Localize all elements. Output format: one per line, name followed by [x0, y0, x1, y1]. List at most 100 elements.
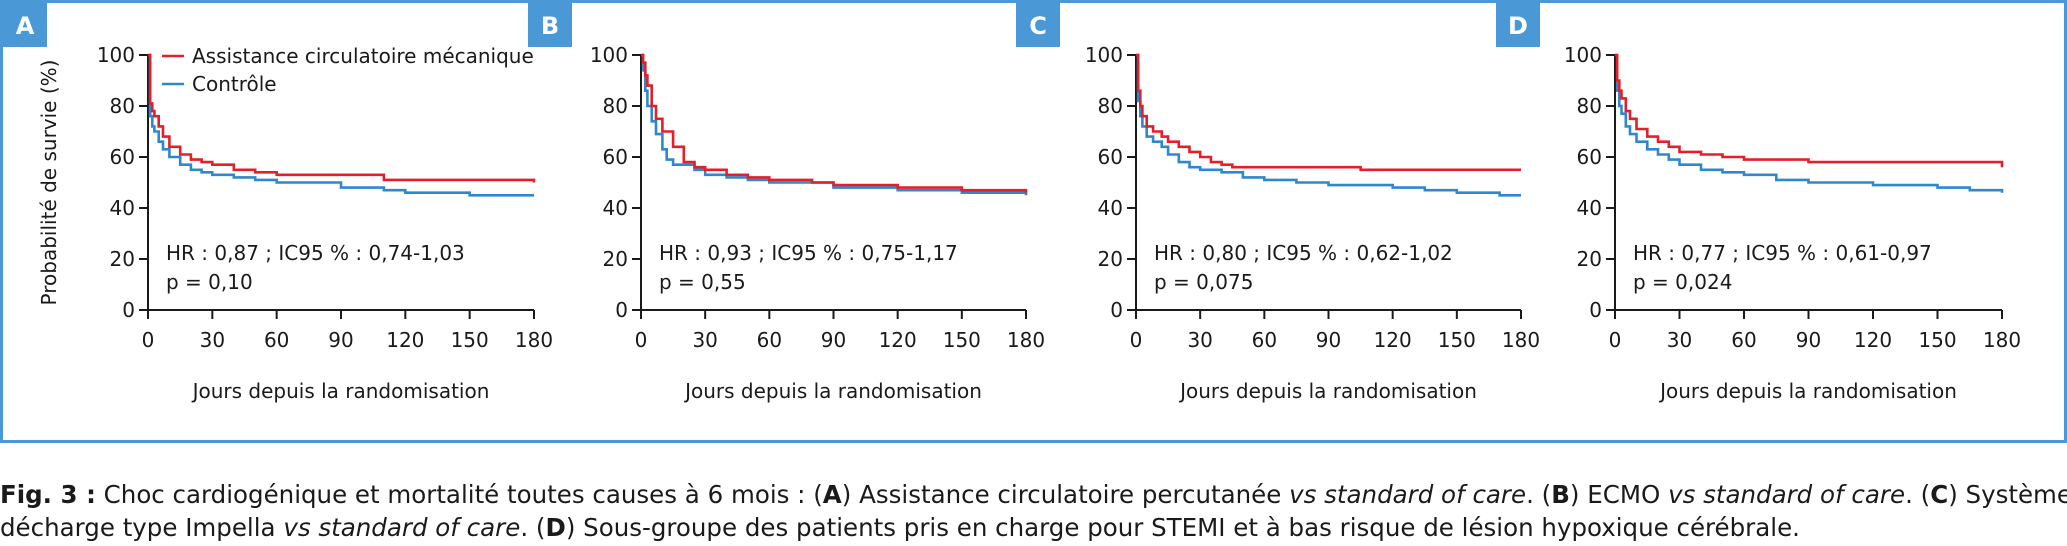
y-tick-label: 40 — [110, 196, 135, 220]
x-tick-label: 180 — [515, 328, 553, 352]
caption-text-segment: D — [545, 513, 566, 542]
panel-b: B 0 20 40 60 80 100 0 30 60 90 120 150 180 Jours depui… — [528, 3, 1045, 403]
y-tick-label: 0 — [1110, 298, 1123, 322]
y-tick-label: 100 — [1085, 43, 1123, 67]
series-line — [1615, 53, 2004, 168]
y-axis-title: Probabilité de survie (%) — [37, 60, 61, 306]
series-line — [1136, 53, 1521, 172]
caption-text-segment: ) Assistance circulatoire percutanée — [841, 480, 1290, 509]
x-tick-label: 60 — [1252, 328, 1277, 352]
series-line — [1615, 53, 2004, 193]
x-tick-label: 120 — [386, 328, 424, 352]
hr-annotation: HR : 0,77 ; IC95 % : 0,61-0,97 — [1633, 241, 1932, 265]
x-tick-label: 120 — [879, 328, 917, 352]
legend-label-control: Contrôle — [192, 72, 277, 96]
figure-frame — [0, 0, 2067, 443]
panel-letter: B — [541, 12, 559, 40]
figure-caption: Fig. 3 : Choc cardiogénique et mortalité… — [0, 478, 2067, 544]
caption-text-segment: vs standard of care — [1668, 480, 1906, 509]
x-tick-label: 90 — [1316, 328, 1341, 352]
caption-text-segment: Choc cardiogénique et mortalité toutes c… — [95, 480, 823, 509]
figure-panels: A 0 20 40 60 80 100 0 30 60 90 120 150 180 Jours depui… — [3, 3, 2021, 403]
y-tick-label: 60 — [603, 145, 628, 169]
y-tick-label: 80 — [603, 94, 628, 118]
panel-letter: D — [1508, 12, 1528, 40]
series-line — [148, 53, 534, 197]
caption-text-segment: vs standard of care — [283, 513, 521, 542]
y-tick-label: 100 — [97, 43, 135, 67]
y-tick-label: 80 — [1577, 94, 1602, 118]
x-tick-label: 150 — [1918, 328, 1956, 352]
x-axis-title: Jours depuis la randomisation — [683, 379, 982, 403]
caption-text-segment: ) Sous-groupe des patients pris en charg… — [565, 513, 1800, 542]
y-tick-label: 20 — [110, 247, 135, 271]
p-value-annotation: p = 0,10 — [166, 270, 253, 294]
caption-text-segment: . ( — [1526, 480, 1552, 509]
x-tick-label: 90 — [328, 328, 353, 352]
y-tick-label: 40 — [603, 196, 628, 220]
x-axis-title: Jours depuis la randomisation — [191, 379, 490, 403]
y-tick-label: 20 — [1098, 247, 1123, 271]
x-tick-label: 60 — [757, 328, 782, 352]
caption-text-segment: vs standard of care — [1289, 480, 1527, 509]
y-tick-label: 100 — [590, 43, 628, 67]
legend: Assistance circulatoire mécanique Contrôl… — [162, 44, 534, 96]
y-tick-label: 20 — [603, 247, 628, 271]
p-value-annotation: p = 0,55 — [659, 270, 746, 294]
x-axis-title: Jours depuis la randomisation — [1658, 379, 1957, 403]
y-tick-label: 20 — [1577, 247, 1602, 271]
x-tick-label: 180 — [1007, 328, 1045, 352]
panel-letter-badge — [3, 3, 47, 47]
caption-text-segment: . ( — [520, 513, 546, 542]
caption-line-2: décharge type Impella vs standard of car… — [0, 511, 2067, 544]
x-tick-label: 90 — [1796, 328, 1821, 352]
x-tick-label: 0 — [1130, 328, 1143, 352]
y-tick-label: 80 — [110, 94, 135, 118]
x-tick-label: 180 — [1983, 328, 2021, 352]
caption-fig-label: Fig. 3 : — [0, 480, 96, 509]
caption-text-segment: décharge type Impella — [0, 513, 284, 542]
series-line — [1136, 53, 1521, 197]
x-tick-label: 150 — [1438, 328, 1476, 352]
x-tick-label: 120 — [1374, 328, 1412, 352]
x-tick-label: 0 — [1609, 328, 1622, 352]
panel-c: C 0 20 40 60 80 100 0 30 60 90 120 150 180 Jours depui… — [1016, 3, 1540, 403]
y-tick-label: 80 — [1098, 94, 1123, 118]
panel-letter-badge — [1496, 3, 1540, 47]
x-tick-label: 180 — [1502, 328, 1540, 352]
y-tick-label: 0 — [122, 298, 135, 322]
x-axis-title: Jours depuis la randomisation — [1178, 379, 1477, 403]
y-tick-label: 100 — [1564, 43, 1602, 67]
x-tick-label: 60 — [264, 328, 289, 352]
legend-label-treatment: Assistance circulatoire mécanique — [192, 44, 534, 68]
x-tick-label: 60 — [1731, 328, 1756, 352]
p-value-annotation: p = 0,075 — [1154, 270, 1253, 294]
y-tick-label: 60 — [110, 145, 135, 169]
x-tick-label: 30 — [1667, 328, 1692, 352]
panel-letter-badge — [1016, 3, 1060, 47]
panel-letter: A — [16, 12, 35, 40]
panel-d: D 0 20 40 60 80 100 0 30 60 90 120 150 180 Jours depui… — [1496, 3, 2021, 403]
x-tick-label: 30 — [200, 328, 225, 352]
y-tick-label: 40 — [1098, 196, 1123, 220]
x-tick-label: 30 — [1187, 328, 1212, 352]
caption-text-segment: . ( — [1905, 480, 1931, 509]
caption-text-segment: A — [822, 480, 842, 509]
y-tick-label: 0 — [615, 298, 628, 322]
x-tick-label: 90 — [821, 328, 846, 352]
x-tick-label: 150 — [943, 328, 981, 352]
series-line — [641, 53, 1028, 193]
x-tick-label: 0 — [142, 328, 155, 352]
x-tick-label: 120 — [1854, 328, 1892, 352]
y-tick-label: 40 — [1577, 196, 1602, 220]
panel-a: A 0 20 40 60 80 100 0 30 60 90 120 150 180 Jours depui… — [3, 3, 553, 403]
x-tick-label: 150 — [451, 328, 489, 352]
x-tick-label: 30 — [692, 328, 717, 352]
y-tick-label: 60 — [1098, 145, 1123, 169]
x-tick-label: 0 — [635, 328, 648, 352]
caption-text-segment: C — [1930, 480, 1949, 509]
series-line — [641, 53, 1028, 196]
y-tick-label: 60 — [1577, 145, 1602, 169]
caption-text-segment: ) Système de — [1948, 480, 2067, 509]
caption-text-segment: ) ECMO — [1569, 480, 1669, 509]
